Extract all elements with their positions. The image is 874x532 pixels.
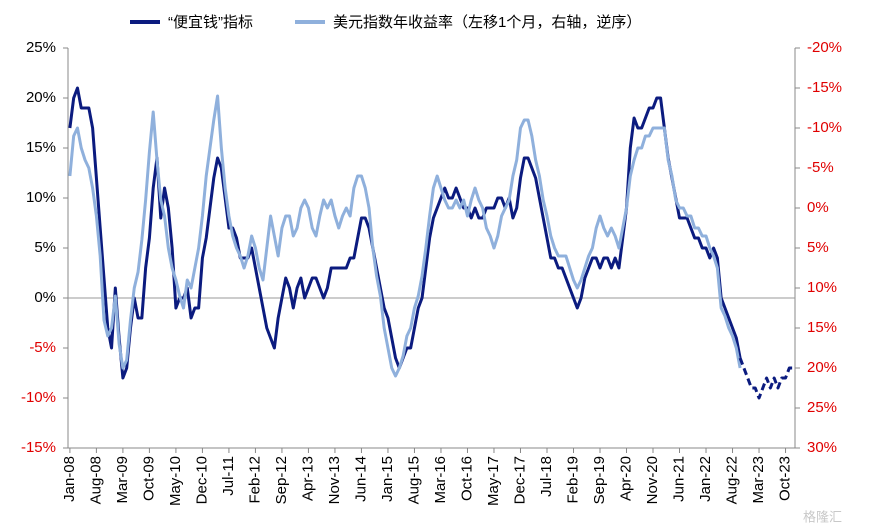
x-tick-label: Oct-09 xyxy=(140,456,157,501)
watermark: 格隆汇 xyxy=(803,509,842,524)
x-tick-label: Mar-23 xyxy=(750,456,767,504)
x-tick-label: Jul-11 xyxy=(220,456,237,496)
x-tick-label: Nov-20 xyxy=(644,456,661,504)
legend-label: “便宜钱”指标 xyxy=(168,14,253,31)
x-tick-label: Feb-19 xyxy=(564,456,581,504)
x-tick-label: Mar-09 xyxy=(114,456,131,504)
series-line xyxy=(68,94,742,378)
y2-tick-label: -20% xyxy=(807,39,842,56)
x-tick-label: Sep-19 xyxy=(591,456,608,504)
y-tick-label: -5% xyxy=(29,339,56,356)
x-tick-label: Jun-21 xyxy=(670,456,687,502)
y2-tick-label: 25% xyxy=(807,399,837,416)
x-tick-label: Oct-23 xyxy=(777,456,794,501)
x-tick-label: Nov-13 xyxy=(326,456,343,504)
legend-label: 美元指数年收益率（左移1个月，右轴，逆序） xyxy=(333,14,641,31)
y-tick-label: 15% xyxy=(26,139,56,156)
x-tick-label: Mar-16 xyxy=(432,456,449,504)
y2-tick-label: 10% xyxy=(807,279,837,296)
y2-tick-label: -15% xyxy=(807,79,842,96)
x-tick-label: Feb-12 xyxy=(246,456,263,504)
x-tick-label: Apr-13 xyxy=(299,456,316,501)
series-line xyxy=(68,86,742,380)
y2-tick-label: 0% xyxy=(807,199,829,216)
x-tick-label: Jan-08 xyxy=(61,456,78,502)
x-tick-label: Aug-08 xyxy=(87,456,104,504)
y-tick-label: 25% xyxy=(26,39,56,56)
x-tick-label: Oct-16 xyxy=(458,456,475,501)
x-tick-label: May-17 xyxy=(485,456,502,506)
y-tick-label: 20% xyxy=(26,89,56,106)
y2-tick-label: -10% xyxy=(807,119,842,136)
x-tick-label: Jul-18 xyxy=(538,456,555,497)
y-tick-label: 5% xyxy=(34,239,56,256)
x-tick-label: Dec-17 xyxy=(511,456,528,504)
y2-tick-label: 20% xyxy=(807,359,837,376)
x-tick-label: Jan-22 xyxy=(697,456,714,502)
y-tick-label: 10% xyxy=(26,189,56,206)
x-tick-label: May-10 xyxy=(167,456,184,506)
y-tick-label: -10% xyxy=(21,389,56,406)
x-tick-label: Aug-22 xyxy=(723,456,740,504)
x-tick-label: Sep-12 xyxy=(273,456,290,504)
y2-tick-label: 5% xyxy=(807,239,829,256)
series-line xyxy=(738,357,794,400)
x-tick-label: Jan-15 xyxy=(379,456,396,502)
y-tick-label: 0% xyxy=(34,289,56,306)
y2-tick-label: 15% xyxy=(807,319,837,336)
y-tick-label: -15% xyxy=(21,439,56,456)
x-tick-label: Jun-14 xyxy=(352,456,369,502)
x-tick-label: Aug-15 xyxy=(405,456,422,504)
x-tick-label: Apr-20 xyxy=(617,456,634,501)
y2-tick-label: -5% xyxy=(807,159,834,176)
x-tick-label: Dec-10 xyxy=(193,456,210,504)
y2-tick-label: 30% xyxy=(807,439,837,456)
